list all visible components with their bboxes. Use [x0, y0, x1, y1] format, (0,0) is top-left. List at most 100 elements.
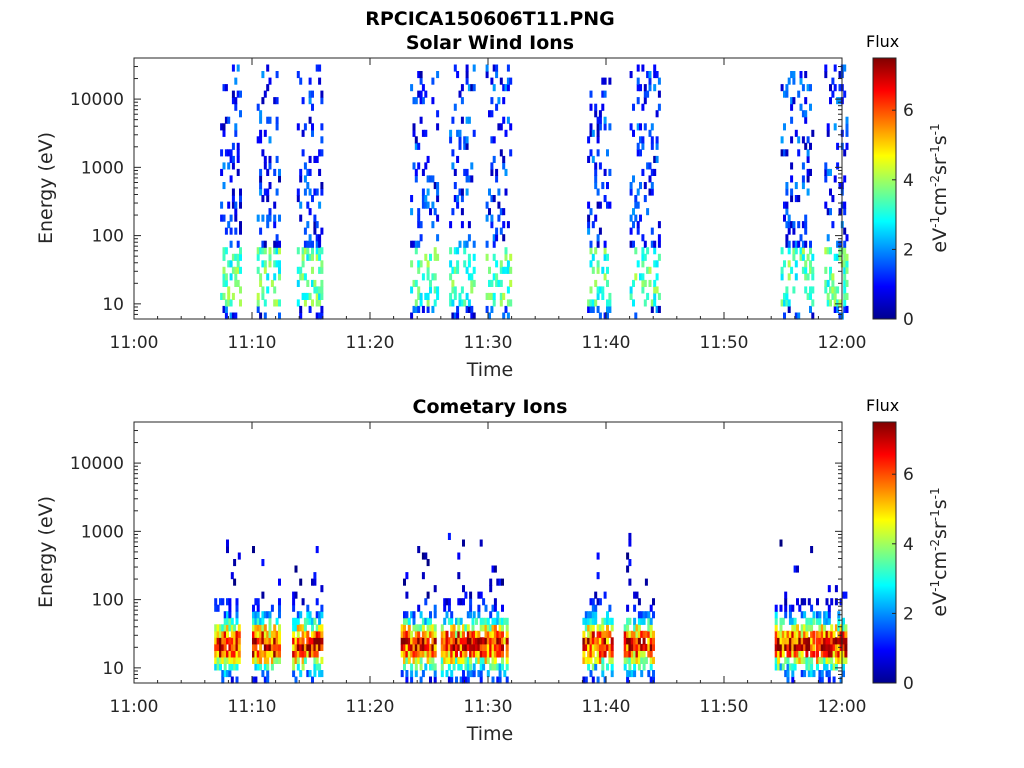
heatmap-cell — [214, 630, 218, 638]
heatmap-cell — [639, 84, 642, 92]
heatmap-cell — [648, 188, 652, 196]
heatmap-cell — [449, 221, 453, 229]
heatmap-cell — [320, 279, 324, 287]
heatmap-cell — [603, 312, 607, 320]
heatmap-cell — [818, 676, 822, 684]
heatmap-cell — [306, 221, 310, 229]
heatmap-cell — [278, 637, 281, 645]
heatmap-cell — [816, 643, 819, 651]
heatmap-cell — [268, 136, 272, 144]
heatmap-cell — [629, 214, 633, 222]
heatmap-cell — [788, 630, 792, 638]
heatmap-cell — [606, 630, 609, 638]
heatmap-cell — [505, 676, 509, 684]
heatmap-cell — [403, 617, 406, 625]
heatmap-cell — [623, 643, 627, 651]
heatmap-cell — [838, 182, 842, 190]
heatmap-cell — [649, 604, 653, 612]
heatmap-cell — [807, 670, 811, 678]
heatmap-cell — [235, 604, 239, 612]
heatmap-cell — [224, 227, 228, 235]
heatmap-cell — [259, 656, 263, 664]
heatmap-cell — [426, 260, 430, 268]
heatmap-cell — [793, 656, 797, 664]
heatmap-cell — [254, 624, 258, 632]
heatmap-cell — [231, 97, 235, 105]
heatmap-cell — [805, 656, 809, 664]
heatmap-cell — [488, 110, 491, 118]
heatmap-cell — [837, 637, 841, 645]
heatmap-cell — [421, 97, 425, 105]
heatmap-cell — [405, 591, 409, 599]
heatmap-cell — [833, 305, 837, 313]
heatmap-cell — [509, 123, 513, 131]
heatmap-cell — [504, 253, 508, 261]
heatmap-cell — [465, 175, 469, 183]
heatmap-cell — [482, 637, 486, 645]
heatmap-cell — [594, 162, 598, 170]
heatmap-cell — [412, 624, 416, 632]
heatmap-cell — [256, 247, 260, 255]
heatmap-cell — [407, 617, 411, 625]
heatmap-cell — [496, 630, 500, 638]
heatmap-cell — [263, 266, 267, 274]
heatmap-cell — [219, 663, 222, 671]
heatmap-cell — [440, 670, 444, 678]
heatmap-cell — [839, 676, 843, 684]
heatmap-cell — [787, 240, 791, 248]
heatmap-cell — [294, 656, 298, 664]
heatmap-cell — [313, 286, 317, 294]
x-ticks-cometary: 11:00 11:10 11:20 11:30 11:40 11:50 12:00 — [110, 422, 867, 717]
heatmap-cell — [648, 77, 652, 85]
heatmap-cell — [256, 611, 260, 619]
heatmap-cell — [463, 136, 467, 144]
heatmap-cell — [311, 129, 314, 137]
heatmap-cell — [791, 637, 795, 645]
heatmap-cell — [836, 142, 840, 150]
heatmap-cell — [486, 624, 490, 632]
heatmap-cell — [825, 650, 829, 658]
heatmap-cell — [466, 643, 470, 651]
heatmap-cell — [278, 611, 281, 619]
heatmap-cell — [793, 663, 797, 671]
heatmap-cell — [452, 624, 456, 632]
heatmap-cell — [794, 182, 798, 190]
heatmap-cell — [809, 260, 812, 268]
heatmap-cell — [824, 279, 828, 287]
heatmap-cell — [479, 539, 483, 547]
heatmap-cell — [410, 286, 414, 294]
heatmap-cell — [451, 116, 455, 124]
heatmap-cell — [470, 273, 474, 281]
y-tick-label: 10 — [102, 659, 124, 679]
heatmap-cell — [220, 214, 224, 222]
heatmap-cell — [509, 279, 513, 287]
heatmap-cell — [426, 559, 430, 567]
heatmap-cell — [628, 539, 632, 547]
heatmap-cell — [417, 240, 421, 248]
heatmap-cell — [433, 624, 437, 632]
heatmap-cell — [231, 253, 235, 261]
heatmap-cell — [214, 650, 218, 658]
heatmap-cell — [263, 637, 267, 645]
heatmap-cell — [582, 643, 586, 651]
heatmap-cell — [838, 208, 842, 216]
heatmap-cell — [791, 630, 795, 638]
x-ticks-solar-wind: 11:00 11:10 11:20 11:30 11:40 11:50 12:00 — [110, 58, 867, 353]
heatmap-cell — [608, 168, 612, 176]
heatmap-cell — [431, 201, 435, 209]
heatmap-cell — [837, 624, 841, 632]
heatmap-cell — [594, 617, 598, 625]
heatmap-cell — [647, 637, 651, 645]
heatmap-cell — [292, 598, 296, 606]
heatmap-cell — [467, 84, 471, 92]
heatmap-cell — [836, 240, 840, 248]
heatmap-cell — [450, 637, 454, 645]
heatmap-cell — [826, 247, 830, 255]
heatmap-cell — [587, 617, 591, 625]
heatmap-cell — [299, 611, 303, 619]
heatmap-cell — [320, 182, 324, 190]
heatmap-cell — [465, 168, 469, 176]
heatmap-cell — [216, 656, 220, 664]
heatmap-cell — [626, 604, 630, 612]
heatmap-cell — [596, 676, 600, 684]
